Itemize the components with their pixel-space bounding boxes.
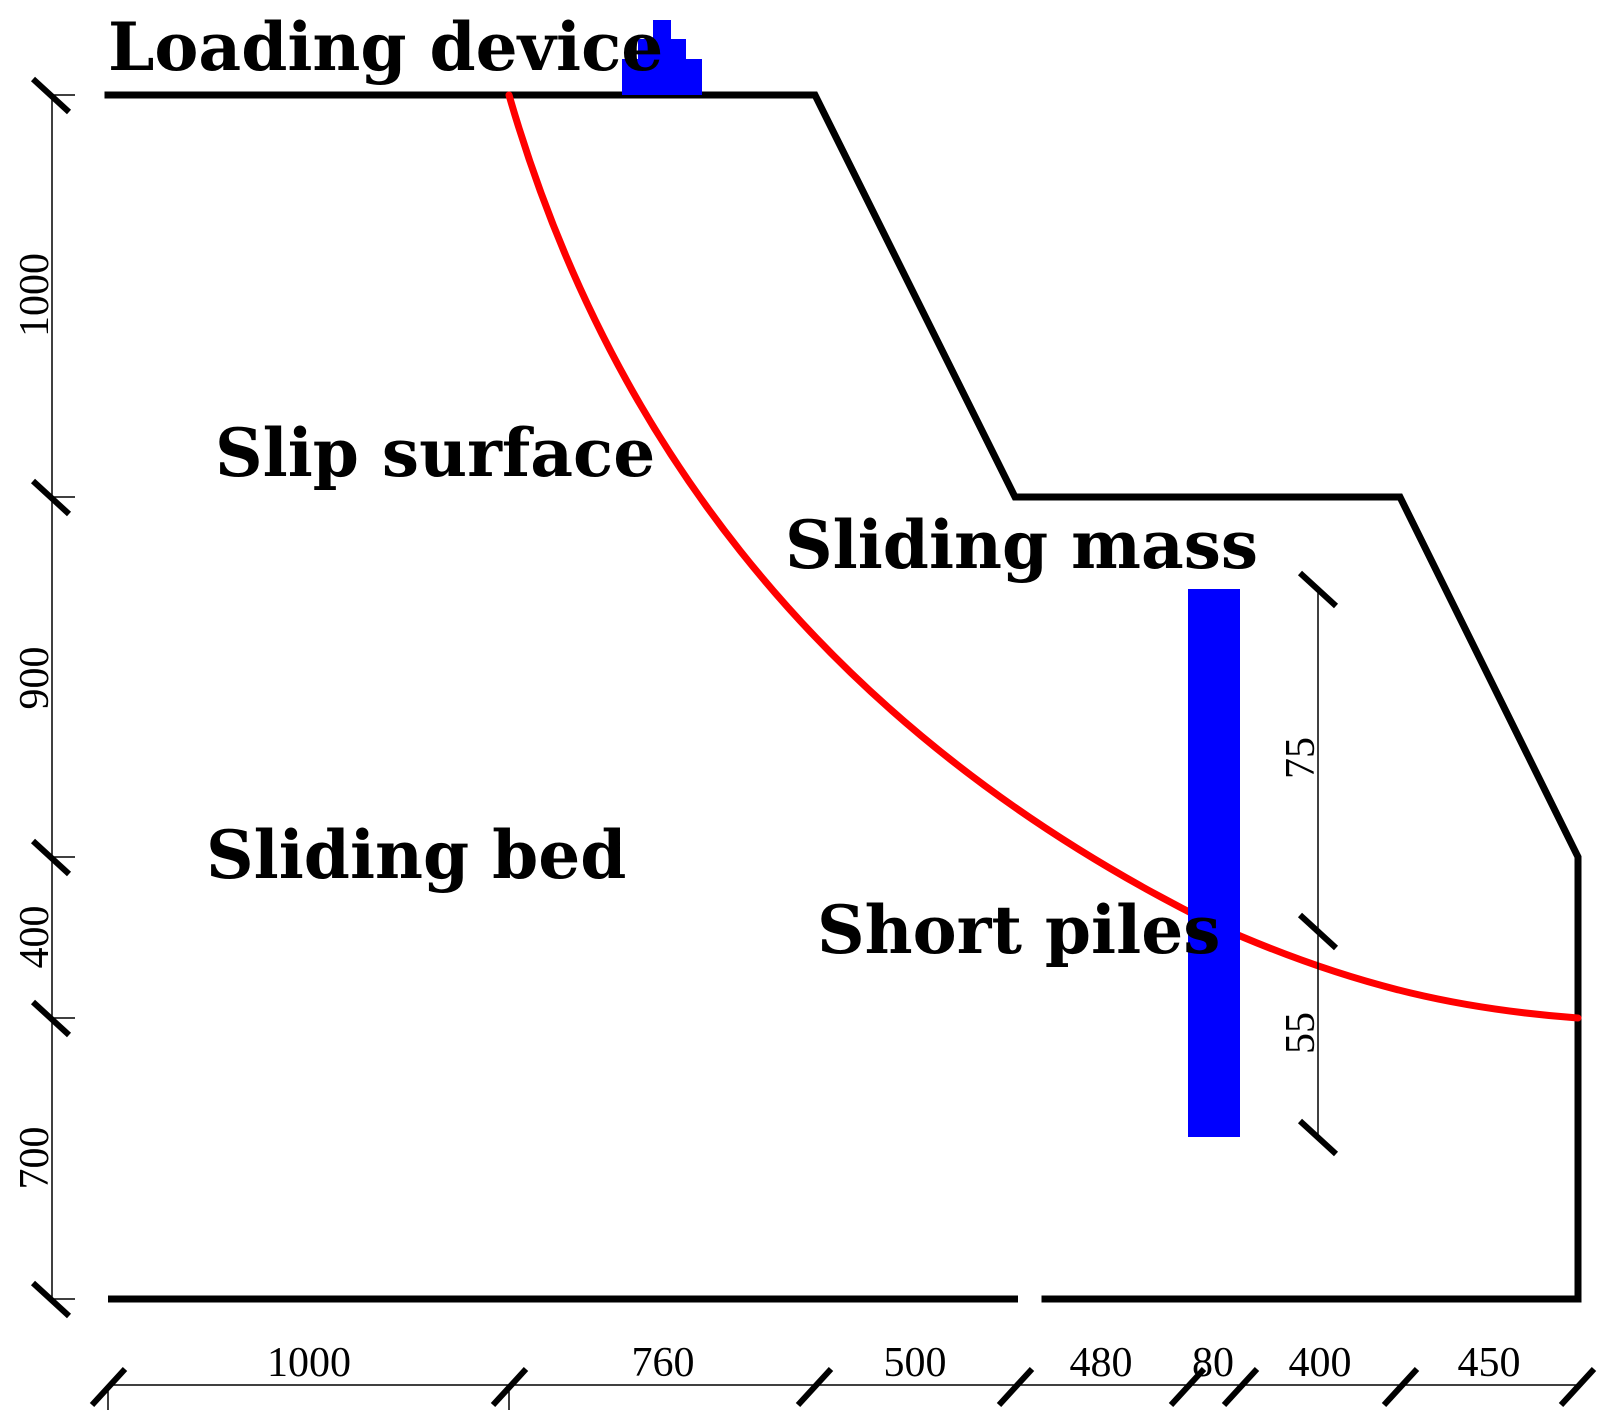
bottom-dimension-1000: 1000 — [267, 1340, 351, 1386]
sliding-mass-label: Sliding mass — [785, 506, 1258, 584]
bottom-dimension-450: 450 — [1458, 1340, 1521, 1386]
short-pile — [1188, 589, 1240, 1137]
loading-device-icon — [622, 20, 702, 95]
bottom-dimension-500: 500 — [884, 1340, 947, 1386]
bottom-dimension-400: 400 — [1289, 1340, 1352, 1386]
bottom-tick-2 — [795, 1366, 834, 1408]
pile-tick-mid — [1297, 912, 1339, 951]
left-dimension-400: 400 — [12, 906, 58, 969]
left-tick-1 — [30, 478, 72, 517]
left-dimension-700: 700 — [12, 1127, 58, 1190]
bottom-tick-4 — [1168, 1366, 1207, 1408]
left-tick-top — [30, 76, 72, 115]
pile-tick-bottom — [1297, 1118, 1339, 1157]
bottom-dimension-760: 760 — [632, 1340, 695, 1386]
bottom-tick-0 — [89, 1366, 128, 1408]
bottom-dimension-480: 480 — [1070, 1340, 1133, 1386]
bottom-tick-3 — [996, 1366, 1035, 1408]
bottom-tick-5 — [1221, 1366, 1260, 1408]
slip-surface-curve — [505, 91, 1582, 1022]
left-dimension-1000: 1000 — [12, 253, 58, 337]
bottom-tick-1 — [490, 1366, 529, 1408]
loading-device-label: Loading device — [108, 8, 663, 86]
left-dimension-900: 900 — [12, 647, 58, 710]
bottom-dimension-80: 80 — [1192, 1340, 1234, 1386]
left-tick-3 — [30, 999, 72, 1038]
pile-dimension-75: 75 — [1278, 737, 1324, 779]
slope-outline — [104, 91, 1582, 1303]
slip-surface-label: Slip surface — [215, 414, 655, 492]
left-tick-2 — [30, 838, 72, 877]
left-tick-bottom — [30, 1280, 72, 1319]
short-piles-label: Short piles — [817, 891, 1220, 969]
sliding-bed-label: Sliding bed — [206, 816, 626, 894]
pile-dimension-55: 55 — [1278, 1012, 1324, 1054]
bottom-tick-7 — [1558, 1366, 1597, 1408]
pile-tick-top — [1297, 570, 1339, 609]
bottom-tick-6 — [1381, 1366, 1420, 1408]
